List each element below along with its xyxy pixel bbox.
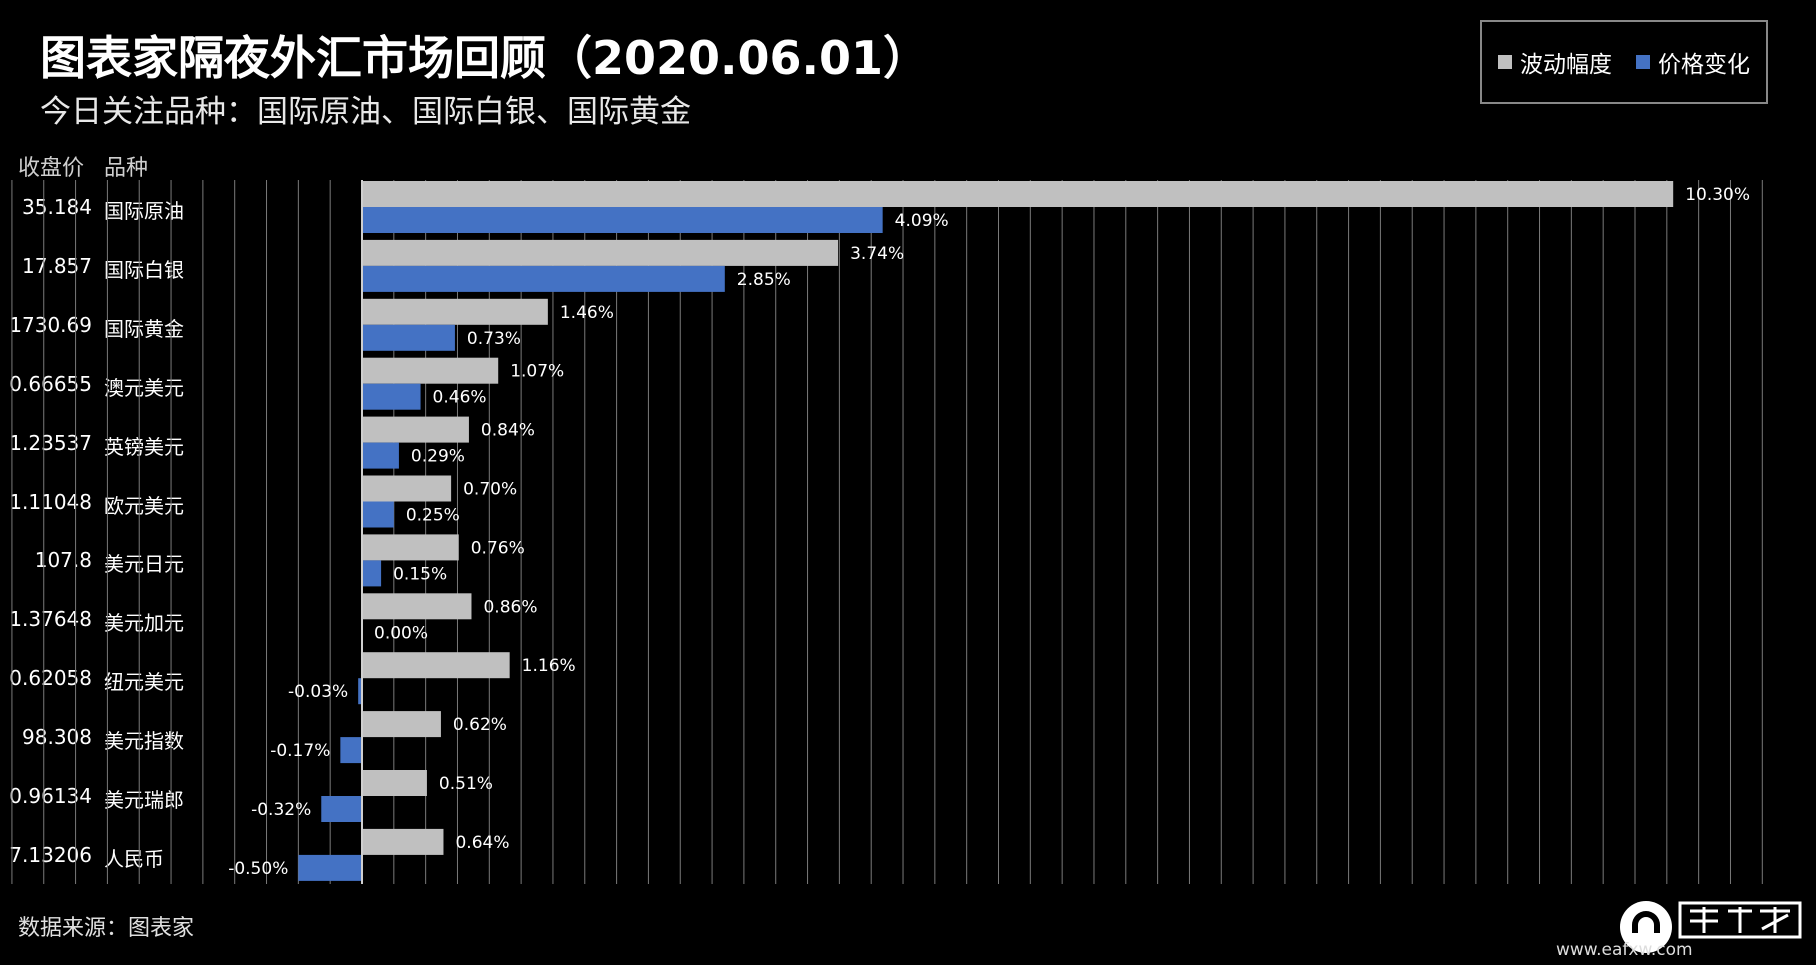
bar-change [362,383,421,410]
closing-price: 98.308 [22,725,92,750]
data-label: 0.76% [471,538,525,558]
closing-price: 17.857 [22,253,92,278]
legend-item-change: 价格变化 [1636,45,1750,79]
data-label: -0.17% [270,741,330,761]
data-label: 0.62% [453,715,507,735]
data-label: 1.46% [560,303,614,323]
data-label: -0.32% [251,800,311,820]
data-label: 0.51% [439,774,493,794]
data-label: -0.03% [288,682,348,702]
data-label: 0.00% [374,623,428,643]
data-label: 10.30% [1685,185,1750,205]
data-label: 0.15% [393,564,447,584]
legend: 波动幅度 价格变化 [1480,20,1768,104]
bar-change [321,796,362,822]
legend-swatch-amplitude [1498,55,1512,69]
bar-amplitude [362,298,548,325]
closing-price: 107.8 [34,548,92,573]
bar-amplitude [362,652,510,679]
closing-price: 1.23537 [9,430,92,455]
data-label: 0.29% [411,447,465,467]
data-label: 0.70% [463,480,517,500]
legend-label-amplitude: 波动幅度 [1520,52,1612,78]
closing-price: 1730.69 [9,312,92,337]
data-label: 0.84% [481,421,535,441]
closing-price: 35.184 [22,195,92,219]
data-source: 数据来源：图表家 [18,916,195,941]
website-url: www.eafxw.com [1556,940,1693,960]
logo-emblem [1620,901,1672,953]
data-label: 0.86% [483,597,537,617]
chart-subtitle: 今日关注品种：国际原油、国际白银、国际黄金 [40,94,691,130]
bar-amplitude [362,593,472,620]
data-label: -0.50% [228,859,288,879]
closing-price: 7.13206 [9,842,92,867]
bar-change [362,265,725,292]
header-name: 品种 [104,156,149,181]
bar-amplitude [362,475,452,502]
bar-amplitude [362,181,1674,207]
bar-amplitude [362,770,427,796]
data-label: 4.09% [895,211,949,231]
data-label: 0.64% [455,833,509,853]
bar-amplitude [362,357,499,384]
bar-change [362,207,883,233]
bar-amplitude [362,711,441,738]
closing-price: 0.96134 [9,784,92,808]
bar-change [362,560,382,587]
legend-swatch-change [1636,55,1650,69]
bar-change [358,678,362,705]
bar-change [362,324,455,351]
bar-change [362,501,394,528]
category-label: 人民币 [104,846,164,871]
data-label: 1.07% [510,362,564,382]
bar-change [340,737,362,764]
data-label: 3.74% [850,244,904,264]
data-label: 0.46% [433,388,487,408]
bar-amplitude [362,239,839,266]
bar-change [298,854,362,881]
header-price: 收盘价 [18,156,85,181]
brand-logo [1620,901,1802,953]
closing-price: 0.66655 [9,371,92,396]
closing-price: 1.11048 [9,489,92,514]
closing-price: 0.62058 [9,666,92,691]
logo-wordmark [1678,901,1802,939]
data-label: 0.73% [467,329,521,349]
bar-change [362,442,399,469]
bar-amplitude [362,416,469,443]
bar-amplitude [362,828,444,855]
data-label: 0.25% [406,506,460,526]
data-label: 1.16% [522,656,576,676]
legend-item-amplitude: 波动幅度 [1498,45,1612,79]
chart-title: 图表家隔夜外汇市场回顾（2020.06.01） [40,31,930,85]
legend-label-change: 价格变化 [1658,52,1750,78]
closing-price: 1.37648 [9,607,92,632]
data-label: 2.85% [737,270,791,290]
bar-amplitude [362,534,459,561]
